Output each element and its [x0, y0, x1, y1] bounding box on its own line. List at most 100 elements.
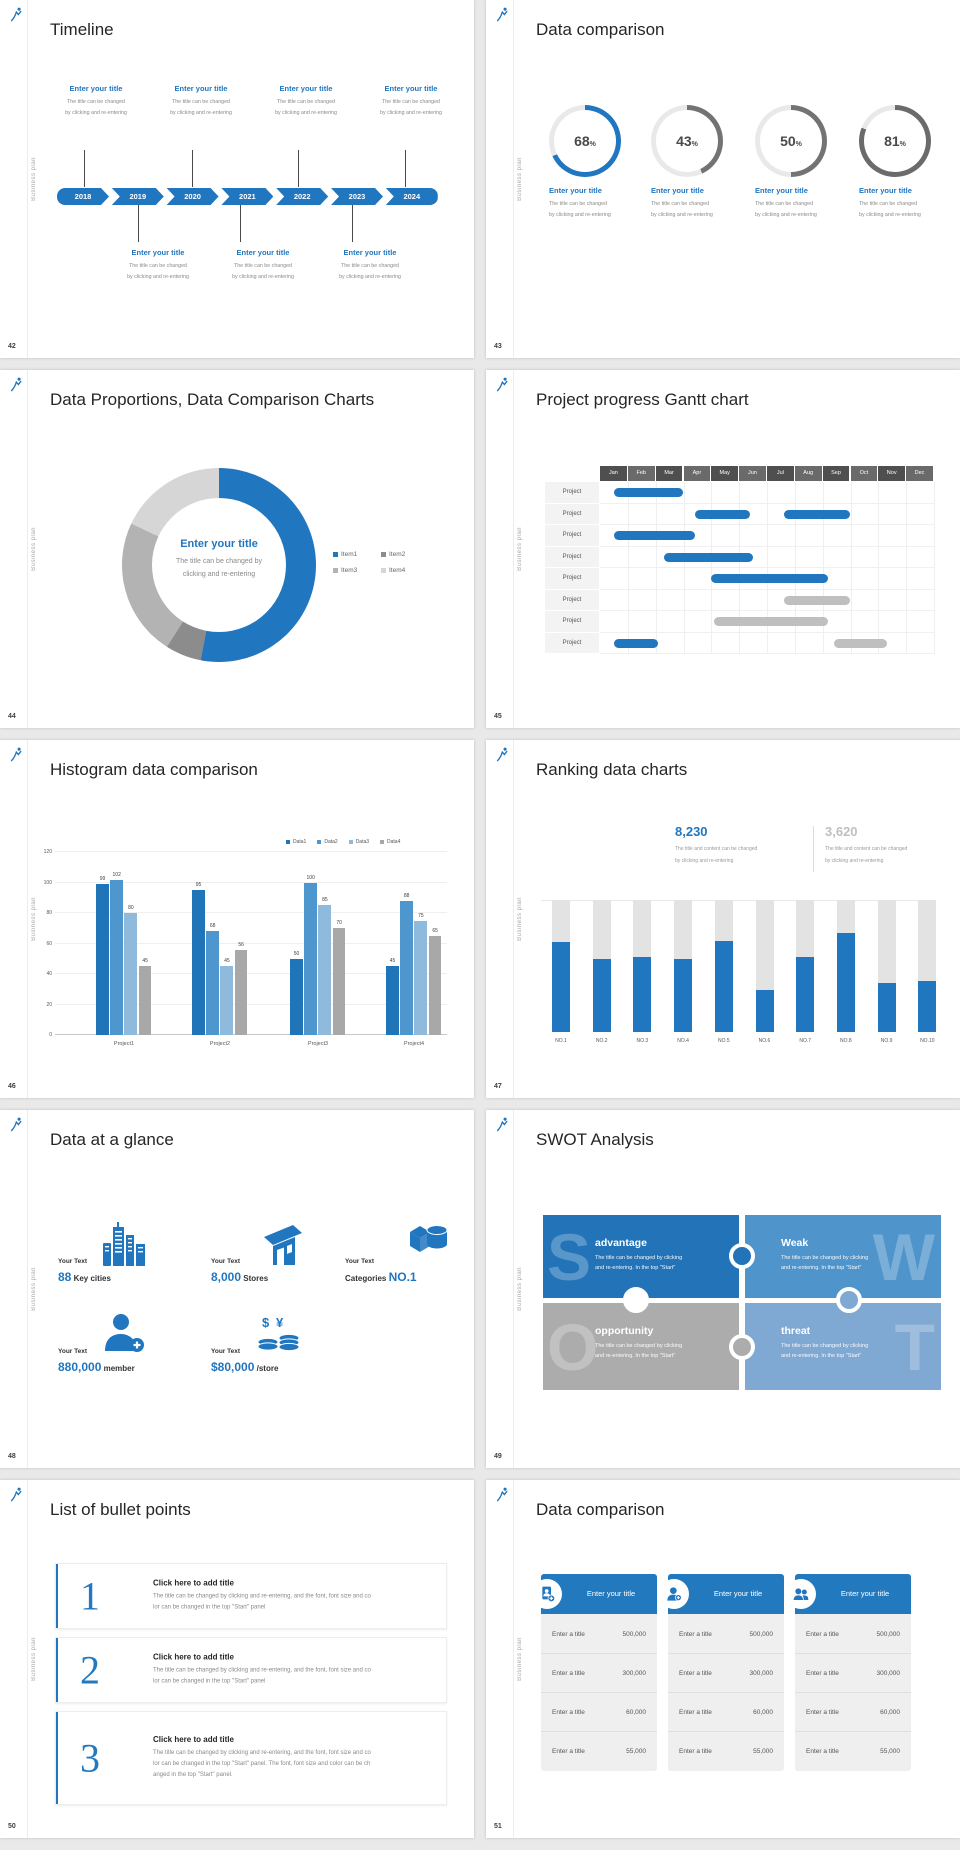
row-label: Enter a title [806, 1747, 839, 1755]
baseline [541, 900, 936, 901]
x-axis-label: Project3 [307, 1041, 329, 1047]
slide-43-data-comparison[interactable]: Data comparison 43 68% Enter your title Th… [486, 0, 960, 358]
brand-vertical-text-label: Business plan [31, 1267, 37, 1311]
row-label: Enter a title [552, 1747, 585, 1755]
legend-label: Item3 [341, 567, 358, 574]
row-value: 300,000 [622, 1669, 647, 1677]
legend-swatch [380, 840, 385, 844]
gantt-row-label: Project [545, 589, 599, 610]
rank-label: NO.8 [840, 1038, 852, 1044]
slide-45-gantt-chart[interactable]: Project progress Gantt chart 45 Jan Feb Ma… [486, 370, 960, 728]
gantt-row-line [600, 502, 934, 504]
hist-value-label: 45 [142, 958, 148, 965]
legend-swatch [317, 840, 322, 844]
page-number: 44 [8, 713, 16, 720]
slide-content: Enter your title The title can be changed… [0, 370, 474, 728]
slide-content: Enter your title The title can be changed… [0, 0, 474, 358]
grid-line [55, 912, 447, 913]
stat-line: Categories NO.1 [345, 1268, 417, 1286]
ring-caption-title: Enter your title [651, 186, 704, 195]
hist-value-label: 95 [195, 882, 202, 889]
timeline-item: Enter your title The title can be changed… [220, 248, 306, 283]
city-buildings-icon [103, 1222, 145, 1271]
people-group-icon [786, 1579, 816, 1609]
swot-text: opportunity The title can be changed by c… [595, 1325, 682, 1361]
ring-center: 43% [656, 110, 718, 172]
table-row: Enter a title 500,000 [795, 1615, 911, 1653]
brand-vertical-text: Business plan [29, 370, 39, 728]
hist-bar [234, 949, 248, 1035]
gantt-grid-line [906, 482, 908, 654]
bullet-title: Click here to add title [153, 1735, 234, 1744]
gantt-month-header: Feb [627, 466, 655, 481]
percent-sign: % [795, 141, 802, 148]
rank-track [796, 900, 815, 1032]
row-label: Enter a title [552, 1708, 585, 1716]
table-row: Enter a title 55,000 [541, 1731, 657, 1770]
progress-ring: 43% [651, 105, 723, 177]
gantt-grid-line [655, 482, 657, 654]
gantt-grid-line [850, 482, 852, 654]
slide-47-ranking-charts[interactable]: Ranking data charts 47 8,230 The title an… [486, 740, 960, 1098]
stat-number: 8,000 [211, 1270, 242, 1284]
brand-logo-icon [9, 747, 23, 762]
page-number: 48 [8, 1453, 16, 1460]
row-label: Enter a title [552, 1630, 585, 1638]
bullet-number: 1 [80, 1573, 100, 1619]
gantt-grid-line [627, 482, 629, 654]
stat-number: NO.1 [388, 1270, 417, 1284]
slide-44-data-proportions[interactable]: Data Proportions, Data Comparison Charts… [0, 370, 474, 728]
row-value: 500,000 [622, 1630, 647, 1638]
slide-42-timeline[interactable]: Timeline 42 Enter your title The title ca… [0, 0, 474, 358]
stat-desc: by clicking and re-entering [825, 858, 884, 864]
timeline-item-text: by clicking and re-entering [380, 110, 442, 116]
timeline-item-text: The title can be changed [276, 99, 335, 105]
slide-48-data-at-a-glance[interactable]: Data at a glance 48 Your Text 88 Key citi… [0, 1110, 474, 1468]
slide-content: Data1 Data2 Data3 Data4 0 20 40 60 80 100 120 99 102… [0, 740, 474, 1098]
stat-line: 8,000 Stores [211, 1268, 268, 1286]
hist-bar [138, 966, 152, 1035]
timeline-item-title: Enter your title [174, 84, 228, 93]
slide-51-data-comparison-tables[interactable]: Data comparison 51 Enter your title Enter… [486, 1480, 960, 1838]
legend-item: Item3 [333, 567, 381, 574]
gantt-month-header: Jan [600, 466, 627, 481]
person-add-icon [659, 1579, 689, 1609]
svg-text:$: $ [262, 1315, 270, 1330]
ring-percent-value: 81 [884, 133, 900, 149]
y-tick-label: 0 [49, 1032, 52, 1038]
accent-bar [56, 1638, 58, 1702]
row-value: 55,000 [753, 1747, 773, 1755]
hist-bar [124, 913, 137, 1035]
gantt-row-label: Project [545, 546, 599, 567]
slide-title: SWOT Analysis [536, 1130, 654, 1149]
brand-vertical-text: Business plan [515, 1110, 525, 1468]
rank-bar [592, 959, 611, 1032]
row-value: 300,000 [876, 1669, 901, 1677]
timeline-item: Enter your title The title can be changed… [158, 84, 244, 119]
gantt-row-line [600, 567, 934, 568]
swot-quadrant-title: threat [781, 1325, 811, 1337]
row-value: 300,000 [749, 1669, 774, 1677]
legend-label: Item2 [389, 551, 406, 558]
rank-track [877, 900, 896, 1032]
ring-caption-text: The title can be changed [549, 201, 608, 207]
hist-value-label: 80 [128, 905, 134, 911]
page-number: 46 [8, 1083, 16, 1090]
slide-50-bullet-points[interactable]: List of bullet points 50 1 Click here to … [0, 1480, 474, 1838]
brand-vertical-text-label: Business plan [31, 527, 37, 571]
timeline-item-text: by clicking and re-entering [65, 110, 127, 116]
side-divider [27, 740, 28, 1098]
grid-line [55, 851, 447, 852]
slide-46-histogram[interactable]: Histogram data comparison 46 Data1 Data2 D… [0, 740, 474, 1098]
bullet-text: lor can be changed in the top "Start" pa… [153, 1761, 371, 1767]
slide-title: Project progress Gantt chart [536, 390, 749, 409]
stat-desc: The title and content can be changed [675, 846, 758, 852]
stat-unit: /store [254, 1364, 279, 1373]
donut-chart [122, 468, 316, 662]
bullet-number: 3 [80, 1735, 100, 1781]
hist-bar [428, 935, 442, 1035]
gantt-row-label: Project [545, 632, 599, 653]
brand-logo-icon [495, 747, 509, 762]
brand-vertical-text-label: Business plan [517, 527, 523, 571]
